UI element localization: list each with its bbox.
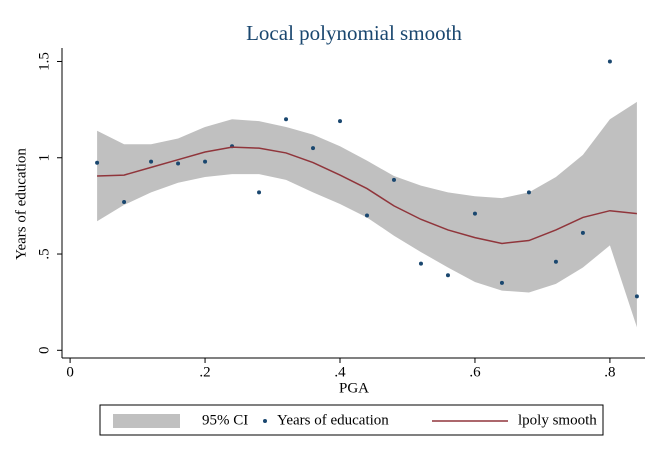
legend-label: lpoly smooth: [518, 412, 597, 428]
scatter-point: [526, 190, 531, 195]
scatter-point: [472, 211, 477, 216]
scatter-point: [364, 213, 369, 218]
scatter-point: [149, 159, 154, 164]
scatter-point: [284, 117, 289, 122]
scatter-point: [445, 273, 450, 278]
x-axis-title: PGA: [339, 380, 369, 396]
scatter-point: [311, 146, 316, 151]
legend-box: [99, 404, 604, 436]
legend-label: 95% CI: [202, 412, 248, 428]
legend-label: Years of education: [277, 412, 389, 428]
x-tick-label: .4: [334, 364, 346, 380]
x-tick-label: .2: [199, 364, 210, 380]
y-tick-label: 0: [36, 347, 52, 355]
x-tick-label: 0: [66, 364, 74, 380]
chart-title: Local polynomial smooth: [246, 21, 462, 45]
scatter-point: [122, 200, 127, 205]
scatter-point: [607, 59, 612, 64]
scatter-point: [95, 160, 100, 165]
y-tick-label: 1: [36, 154, 52, 162]
scatter-point: [418, 261, 423, 266]
y-tick-label: 1.5: [36, 52, 52, 71]
legend-key: [113, 414, 180, 428]
legend-key: [263, 419, 267, 423]
y-tick-label: .5: [36, 248, 52, 259]
scatter-point: [257, 190, 262, 195]
scatter-point: [499, 280, 504, 285]
scatter-point: [338, 119, 343, 124]
x-tick-label: .8: [604, 364, 615, 380]
x-tick-label: .6: [469, 364, 481, 380]
y-axis-title: Years of education: [13, 148, 29, 260]
scatter-point: [391, 177, 396, 182]
scatter-point: [634, 294, 639, 299]
scatter-point: [580, 230, 585, 235]
scatter-point: [553, 259, 558, 264]
scatter-point: [203, 159, 208, 164]
smooth-line: [97, 146, 637, 245]
scatter-point: [176, 161, 181, 166]
